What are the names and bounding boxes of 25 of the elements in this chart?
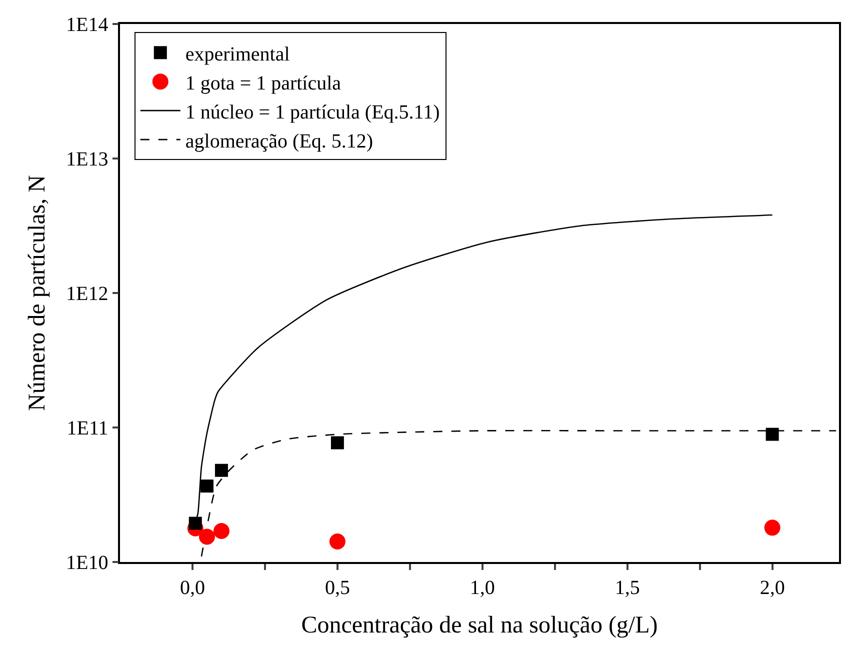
point bbox=[764, 520, 780, 536]
point bbox=[329, 534, 346, 550]
x-tick-label: 0,0 bbox=[180, 576, 205, 599]
point bbox=[213, 523, 230, 539]
y-axis-title: Número de partículas, N bbox=[24, 175, 51, 411]
legend-label: aglomeração (Eq. 5.12) bbox=[185, 130, 374, 152]
x-tick-label: 1,5 bbox=[614, 576, 640, 599]
legend-label: 1 gota = 1 partícula bbox=[185, 72, 342, 94]
point bbox=[198, 528, 215, 545]
legend-label: experimental bbox=[185, 43, 290, 66]
x-tick-label: 1,0 bbox=[470, 576, 495, 599]
point bbox=[330, 436, 344, 450]
point bbox=[766, 428, 779, 441]
point bbox=[188, 516, 202, 530]
y-tick-label: 1E14 bbox=[66, 14, 108, 36]
x-tick-label: 0,5 bbox=[324, 576, 350, 599]
y-tick-label: 1E13 bbox=[66, 148, 108, 170]
x-tick-label: 2,0 bbox=[760, 576, 785, 599]
point bbox=[200, 480, 214, 493]
legend-label: 1 núcleo = 1 partícula (Eq.5.11) bbox=[185, 101, 440, 124]
y-tick-label: 1E11 bbox=[66, 418, 108, 440]
x-axis-title: Concentração de sal na solução (g/L) bbox=[301, 612, 658, 639]
y-tick-label: 1E12 bbox=[66, 283, 108, 305]
point bbox=[214, 464, 228, 477]
y-tick-label: 1E10 bbox=[66, 552, 108, 574]
